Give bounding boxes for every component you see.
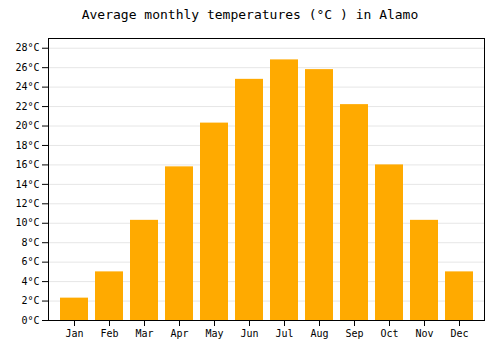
svg-text:22°C: 22°C bbox=[15, 101, 39, 112]
svg-text:Jan: Jan bbox=[65, 328, 83, 339]
svg-text:2°C: 2°C bbox=[21, 295, 39, 306]
svg-text:14°C: 14°C bbox=[15, 179, 39, 190]
svg-text:18°C: 18°C bbox=[15, 140, 39, 151]
svg-text:Jun: Jun bbox=[240, 328, 258, 339]
svg-text:Nov: Nov bbox=[415, 328, 433, 339]
svg-text:10°C: 10°C bbox=[15, 217, 39, 228]
svg-text:8°C: 8°C bbox=[21, 237, 39, 248]
svg-text:Jul: Jul bbox=[275, 328, 293, 339]
html-text:Average monthly temperatures (: Average monthly temperatures (°C ) in Al… bbox=[81, 7, 419, 22]
svg-text:28°C: 28°C bbox=[15, 42, 39, 53]
svg-text:6°C: 6°C bbox=[21, 256, 39, 267]
svg-text:Apr: Apr bbox=[170, 328, 188, 339]
svg-text:20°C: 20°C bbox=[15, 120, 39, 131]
svg-text:0°C: 0°C bbox=[21, 315, 39, 326]
svg-text:Oct: Oct bbox=[380, 328, 398, 339]
svg-text:4°C: 4°C bbox=[21, 276, 39, 287]
svg-text:12°C: 12°C bbox=[15, 198, 39, 209]
svg-text:May: May bbox=[205, 328, 223, 339]
svg-text:Aug: Aug bbox=[310, 328, 328, 339]
svg-text:Sep: Sep bbox=[345, 328, 363, 339]
svg-text:24°C: 24°C bbox=[15, 81, 39, 92]
svg-text:16°C: 16°C bbox=[15, 159, 39, 170]
svg-text:Dec: Dec bbox=[450, 328, 468, 339]
svg-text:Mar: Mar bbox=[135, 328, 153, 339]
svg-text:Feb: Feb bbox=[100, 328, 118, 339]
svg-text:26°C: 26°C bbox=[15, 62, 39, 73]
